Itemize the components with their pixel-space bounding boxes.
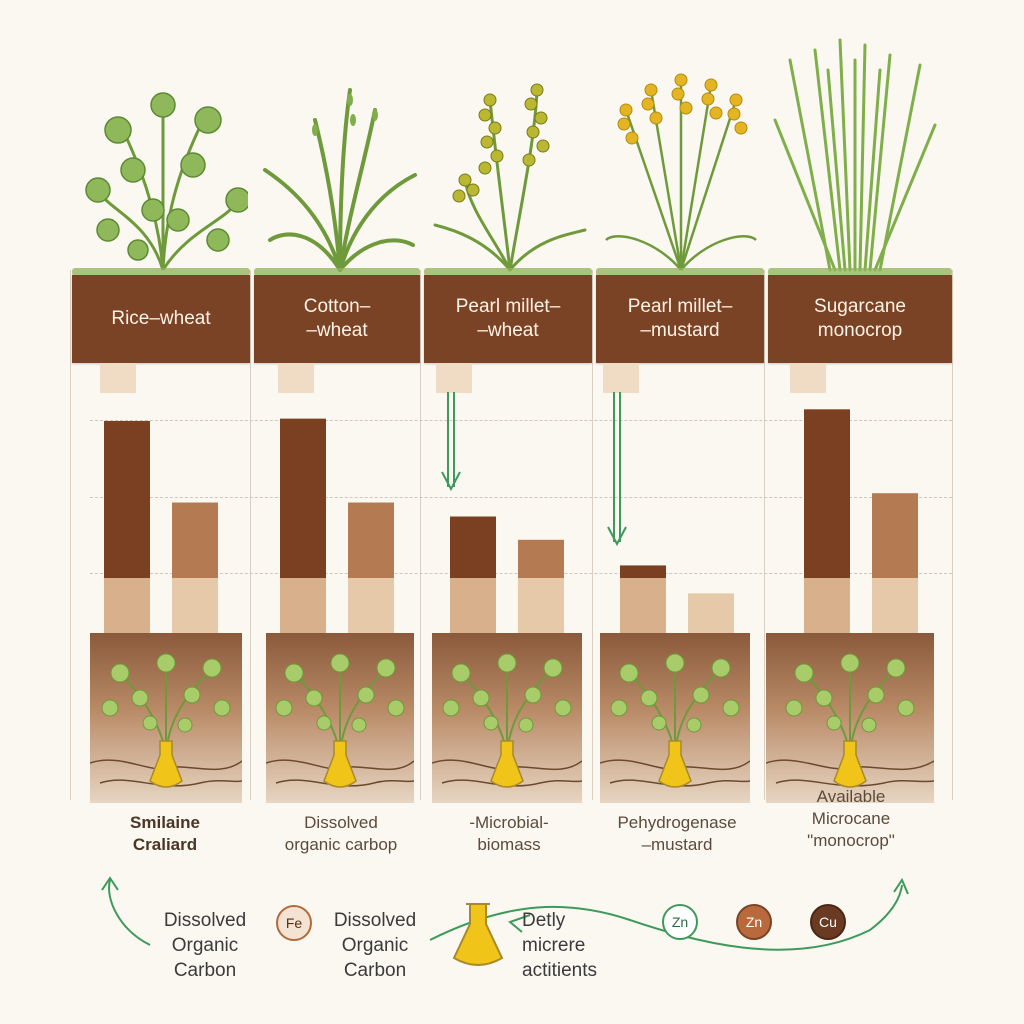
series2-bar-lower — [688, 593, 734, 633]
soil-label: Smilaine Craliard — [130, 813, 200, 854]
series2-bar-upper — [348, 502, 394, 578]
header-tab — [100, 363, 136, 393]
soil-label: Available Microcane "monocrop" — [807, 787, 895, 850]
bar-group — [280, 418, 394, 633]
soil-roots-plant-icon — [766, 653, 934, 788]
arrow-down-icon — [607, 392, 627, 547]
fe-badge: Fe — [276, 905, 312, 941]
series1-bar-lower — [450, 578, 496, 633]
column-header: Pearl millet– –mustard — [596, 275, 764, 363]
soil-roots-plant-icon — [432, 653, 582, 788]
zn-badge: Zn — [736, 904, 772, 940]
soil-label: Pehydrogenase –mustard — [617, 813, 737, 854]
column-divider — [952, 270, 953, 800]
series1-bar-upper — [804, 409, 850, 578]
series2-bar-lower — [518, 578, 564, 633]
bar-group — [804, 409, 918, 633]
bottom-middle-text: Dissolved Organic Carbon — [333, 910, 417, 981]
series2-bar-upper — [518, 539, 564, 578]
bar-group — [620, 565, 734, 633]
series1-bar-upper — [620, 565, 666, 578]
column-divider — [592, 270, 593, 800]
cycle-arrow-icon — [101, 876, 909, 951]
soil-panel — [90, 633, 242, 803]
series1-bar-upper — [450, 516, 496, 578]
soil-roots-plant-icon — [90, 653, 242, 788]
bar-group — [450, 516, 564, 633]
series1-bar-lower — [620, 578, 666, 633]
header-tab — [603, 363, 639, 393]
column-header: Pearl millet– –wheat — [424, 275, 592, 363]
soil-label: Dissolved organic carbop — [284, 813, 398, 854]
soil-roots-plant-icon — [600, 653, 750, 788]
gridline — [90, 420, 952, 421]
series2-bar-lower — [348, 578, 394, 633]
flask-icon — [452, 903, 504, 966]
series2-bar-lower — [872, 578, 918, 633]
sugarcane-plant-icon — [773, 38, 937, 272]
cu-badge: Cu — [810, 904, 846, 940]
series2-bar-upper — [872, 493, 918, 578]
series1-bar-lower — [804, 578, 850, 633]
series1-bar-lower — [280, 578, 326, 633]
pearl-millet-wheat-plant-icon — [433, 83, 587, 272]
header-tab — [790, 363, 826, 393]
bottom-right-text: Detly micrere actitients — [522, 910, 597, 981]
column-divider — [70, 270, 71, 800]
arrow-down-icon — [441, 392, 461, 492]
zn-badge: Zn — [662, 904, 698, 940]
soil-label: -Microbial- biomass — [469, 813, 549, 854]
soil-panel — [266, 633, 414, 803]
column-divider — [764, 270, 765, 800]
header-tab — [278, 363, 314, 393]
cotton-wheat-plant-icon — [263, 88, 417, 272]
rice-wheat-plant-icon — [85, 92, 248, 271]
column-header: Rice–wheat — [72, 275, 250, 363]
pearl-millet-mustard-plant-icon — [605, 73, 757, 271]
series2-bar-upper — [172, 502, 218, 578]
series1-bar-upper — [104, 420, 150, 578]
column-divider — [250, 270, 251, 800]
header-tab — [436, 363, 472, 393]
column-header: Sugarcane monocrop — [768, 275, 952, 363]
soil-roots-plant-icon — [266, 653, 414, 788]
bottom-left-text: Dissolved Organic Carbon — [163, 910, 247, 981]
series1-bar-lower — [104, 578, 150, 633]
gridline — [90, 497, 952, 498]
soil-panel — [600, 633, 750, 803]
bar-group — [104, 420, 218, 633]
series1-bar-upper — [280, 418, 326, 578]
series2-bar-lower — [172, 578, 218, 633]
column-divider — [420, 270, 421, 800]
soil-panel — [432, 633, 582, 803]
soil-panel — [766, 633, 934, 803]
column-header: Cotton– –wheat — [254, 275, 420, 363]
